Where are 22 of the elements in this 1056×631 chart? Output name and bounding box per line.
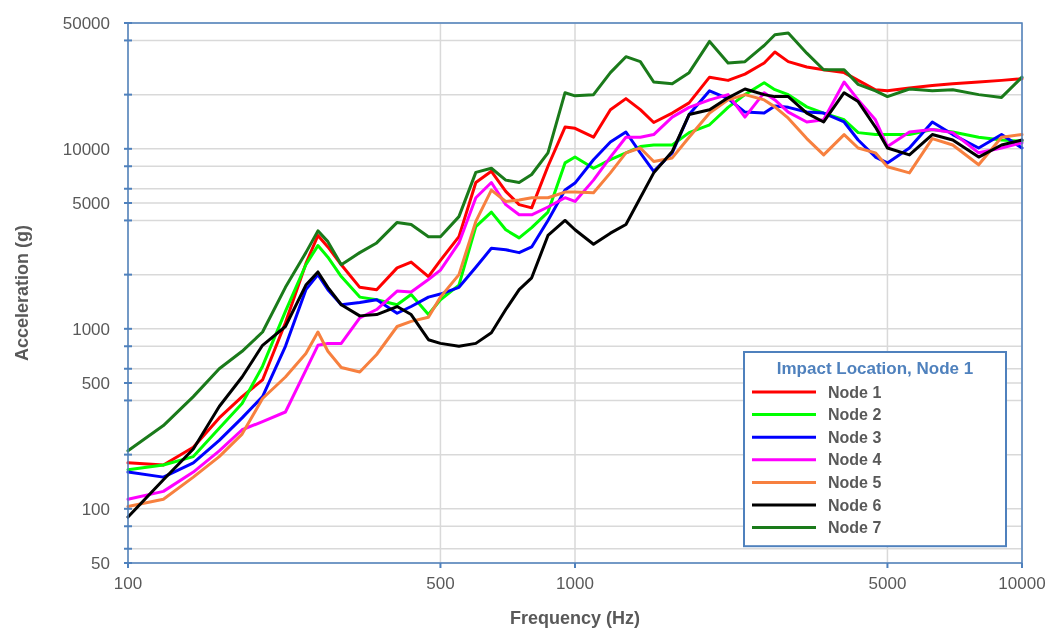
y-tick-label: 1000 xyxy=(72,319,110,339)
x-tick-label: 5000 xyxy=(868,574,907,593)
legend-label: Node 4 xyxy=(828,451,882,469)
x-tick-label: 100 xyxy=(113,574,143,593)
y-tick-label: 5000 xyxy=(72,193,110,213)
legend-label: Node 7 xyxy=(828,519,882,537)
y-axis-title: Acceleration (g) xyxy=(12,224,32,362)
legend-label: Node 2 xyxy=(828,406,882,424)
x-tick-label: 10000 xyxy=(998,574,1046,593)
x-tick-label: 1000 xyxy=(556,574,594,593)
legend-title: Impact Location, Node 1 xyxy=(776,359,974,378)
x-axis-title: Frequency (Hz) xyxy=(509,608,641,628)
y-tick-label: 50000 xyxy=(62,13,110,33)
y-tick-label: 50 xyxy=(91,553,110,573)
legend-label: Node 3 xyxy=(828,428,882,446)
legend-label: Node 1 xyxy=(828,383,882,401)
y-tick-label: 10000 xyxy=(62,139,110,159)
y-tick-label: 500 xyxy=(81,373,110,393)
legend-label: Node 5 xyxy=(828,474,882,491)
legend-label: Node 6 xyxy=(828,496,882,514)
x-tick-label: 500 xyxy=(426,574,455,593)
y-tick-label: 100 xyxy=(81,499,110,519)
